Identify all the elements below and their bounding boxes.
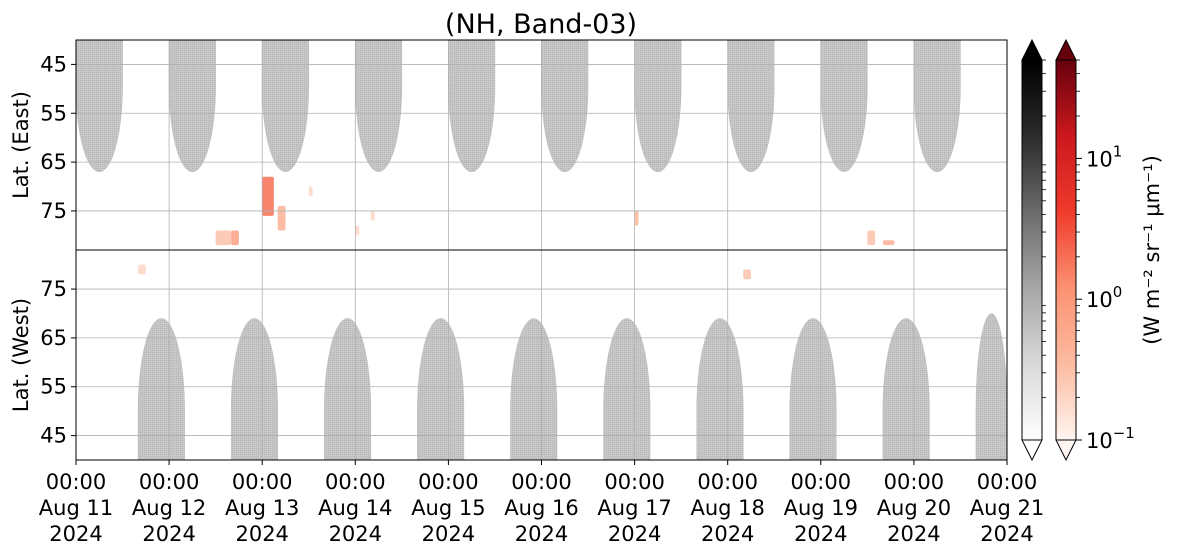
east-emission-patch	[231, 230, 239, 246]
xtick-label: 00:00 Aug 17 2024	[597, 470, 671, 546]
xtick-label: 00:00 Aug 16 2024	[504, 470, 578, 546]
west-ytick-label: 65	[40, 326, 67, 350]
xtick-label: 00:00 Aug 12 2024	[132, 470, 206, 546]
east-ytick-label: 55	[40, 101, 67, 125]
east-ytick-label: 45	[40, 52, 67, 76]
west-day-region	[230, 318, 278, 461]
west-day-region	[417, 318, 465, 461]
x-axis-ticks: 00:00 Aug 11 2024 00:00 Aug 12 2024 00:00 Aug 1…	[39, 460, 1044, 546]
west-day-region	[882, 318, 930, 461]
west-emission-patches	[138, 264, 751, 280]
colorbar-red-extend-max	[1055, 38, 1077, 61]
east-ytick-label: 65	[40, 150, 67, 174]
west-day-region	[137, 318, 185, 461]
west-ytick-label: 45	[40, 424, 67, 448]
east-emission-patch	[262, 176, 274, 216]
chart-title: (NH, Band-03)	[445, 9, 637, 40]
xtick-label: 00:00 Aug 19 2024	[784, 470, 858, 546]
west-y-ticks: 75 65 55 45	[40, 277, 76, 448]
east-ytick-label: 75	[40, 199, 67, 223]
east-day-region	[913, 39, 961, 173]
west-emission-patch	[138, 264, 146, 275]
east-emission-patch	[355, 225, 360, 236]
xtick-label: 00:00 Aug 13 2024	[225, 470, 299, 546]
xtick-label: 00:00 Aug 21 2024	[970, 470, 1044, 546]
west-ytick-label: 55	[40, 375, 67, 399]
colorbar-tick-label: 100	[1086, 283, 1122, 312]
west-ytick-label: 75	[40, 277, 67, 301]
xtick-label: 00:00 Aug 15 2024	[411, 470, 485, 546]
colorbar-red-bar	[1055, 59, 1077, 441]
east-emission-patch	[370, 210, 375, 221]
colorbar: 10−1 100 101 (W m⁻² sr⁻¹ μm⁻¹)	[1021, 38, 1164, 462]
colorbar-red	[1055, 38, 1077, 462]
west-emission-patch	[743, 269, 751, 280]
east-day-region	[727, 39, 775, 173]
panel-east: 45 55 65 75 Lat. (East)	[9, 39, 1008, 251]
colorbar-label: (W m⁻² sr⁻¹ μm⁻¹)	[1140, 155, 1164, 345]
xtick-label: 00:00 Aug 20 2024	[877, 470, 951, 546]
east-emission-patch	[277, 206, 286, 231]
colorbar-gray-extend-min	[1021, 439, 1043, 462]
east-day-region	[261, 39, 309, 173]
east-day-region	[75, 39, 123, 173]
west-day-region	[603, 318, 651, 461]
east-emission-patch	[634, 210, 639, 226]
east-day-region	[168, 39, 216, 173]
east-day-region	[634, 39, 682, 173]
xtick-label: 00:00 Aug 14 2024	[318, 470, 392, 546]
colorbar-gray-extend-max	[1021, 38, 1043, 61]
east-emission-patch	[215, 230, 232, 246]
colorbar-tick-label: 10−1	[1086, 424, 1135, 453]
west-day-region	[510, 318, 558, 461]
east-day-regions	[75, 39, 961, 173]
east-emission-patches	[215, 176, 895, 246]
colorbar-ticks: 10−1 100 101	[1042, 59, 1135, 453]
east-y-ticks: 45 55 65 75	[40, 52, 76, 223]
west-ylabel: Lat. (West)	[9, 298, 33, 412]
panel-west: 75 65 55 45 Lat. (West)	[9, 249, 1008, 461]
east-day-region	[355, 39, 403, 173]
colorbar-gray	[1021, 38, 1043, 462]
east-day-region	[820, 39, 868, 173]
west-day-region	[324, 318, 372, 461]
east-ylabel: Lat. (East)	[9, 91, 33, 199]
west-day-region	[696, 318, 744, 461]
east-day-region	[541, 39, 589, 173]
east-emission-patch	[308, 186, 313, 197]
east-emission-patch	[867, 230, 876, 246]
xtick-label: 00:00 Aug 18 2024	[690, 470, 764, 546]
colorbar-red-extend-min	[1055, 439, 1077, 462]
colorbar-tick-label: 101	[1086, 142, 1122, 171]
west-day-region	[789, 318, 837, 461]
east-emission-patch	[882, 240, 895, 246]
east-day-region	[448, 39, 496, 173]
west-day-regions	[137, 313, 1008, 461]
colorbar-gray-bar	[1021, 59, 1043, 441]
xtick-label: 00:00 Aug 11 2024	[39, 470, 113, 546]
